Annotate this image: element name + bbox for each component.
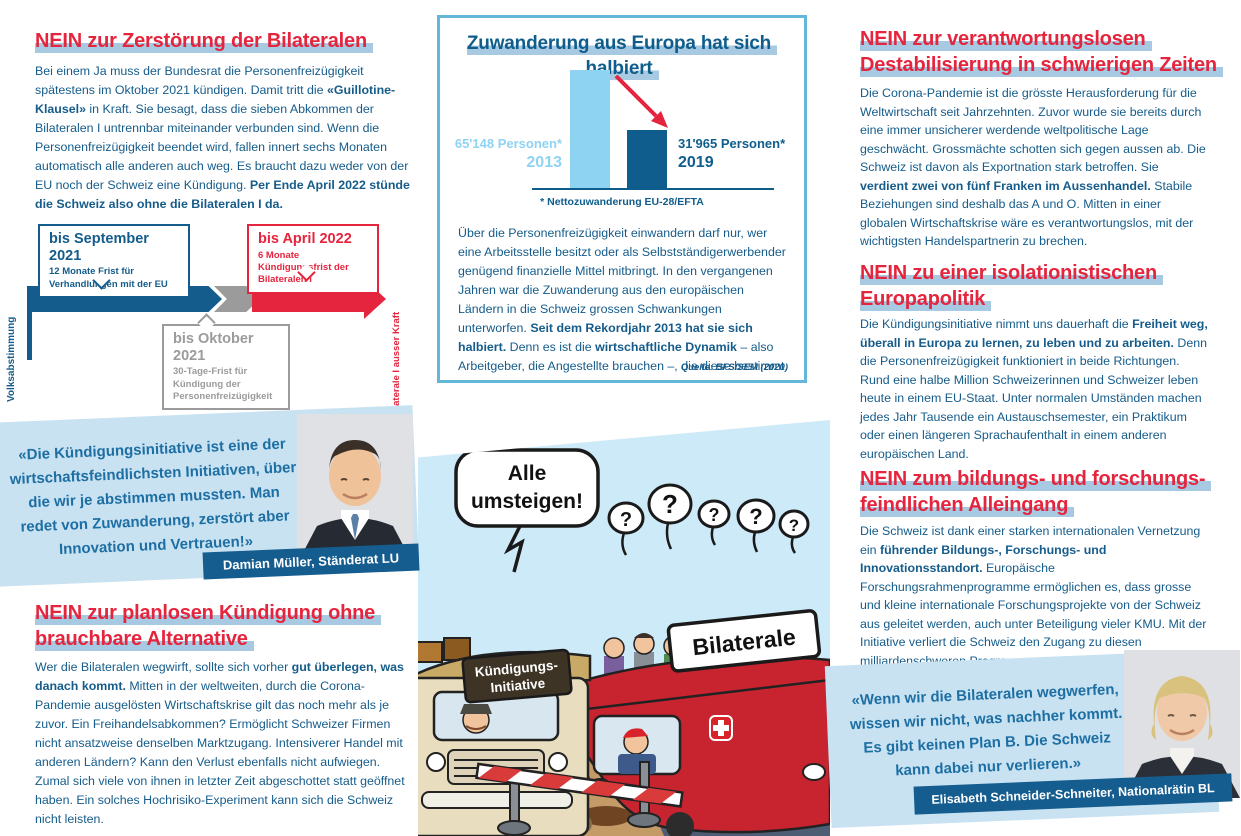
bilaterale-sign: Bilaterale (666, 609, 822, 673)
bus-cartoon: Bilaterale (418, 420, 830, 836)
infobox-zuwanderung: Zuwanderung aus Europa hat sich halbiert… (437, 15, 807, 383)
kuendigungs-initiative-sign: Kündigungs- Initiative (461, 648, 573, 704)
male-portrait-illustration (297, 414, 413, 564)
timeline-start-label: Volksabstimmung (6, 316, 17, 402)
paragraph-planlose-kuendigung: Wer die Bilateralen wegwirft, sollte sic… (35, 660, 405, 826)
milestone-september-2021: bis September 2021 12 Monate Frist für V… (38, 224, 190, 299)
cartoon-barrier (475, 761, 684, 836)
quote-text: «Wenn wir die Bilateralen wegwerfen, wis… (849, 680, 1123, 780)
chart-label-2013: 65'148 Personen* 2013 (454, 136, 562, 171)
cartoon-old-bus: Kündigungs- Initiative (418, 637, 592, 836)
female-portrait-illustration (1124, 650, 1240, 798)
section-title-destabilisierung: NEIN zur verantwortungslosen Destabilisi… (860, 26, 1230, 78)
svg-text:?: ? (709, 505, 720, 525)
speech-bubble: Alle umsteigen! (454, 448, 600, 573)
milestone-april-2022: bis April 2022 6 Monate Kündigungsfrist … (247, 224, 379, 294)
milestone-oktober-2021: bis Oktober 2021 30-Tage-Frist für Kündi… (162, 324, 290, 411)
bar-chart: 65'148 Personen* 2013 31'965 Personen* 2… (440, 18, 804, 190)
paragraph-europapolitik: Die Kündigungsinitiative nimmt uns dauer… (860, 317, 1208, 461)
paragraph-destabilisierung: Die Corona-Pandemie ist die grösste Hera… (860, 86, 1206, 248)
svg-text:?: ? (749, 504, 762, 529)
infobox-source: Quelle: BFS/SEM (2020) (680, 362, 788, 373)
infobox-title: Zuwanderung aus Europa hat sich halbiert (440, 32, 804, 81)
question-bubbles: ? ? ? ? ? (607, 483, 810, 556)
cartoon-illustration: Bilaterale (418, 420, 830, 836)
paragraph-zerstoerung: Bei einem Ja muss der Bundesrat die Pers… (35, 64, 410, 211)
quote-attribution: Elisabeth Schneider-Schneiter, Nationalr… (931, 781, 1215, 807)
section-title-alleingang: NEIN zum bildungs- und forschungs- feind… (860, 466, 1230, 518)
portrait-photo-schneider-schneiter (1124, 650, 1240, 798)
paragraph-alleingang: Die Schweiz ist dank einer starken inter… (860, 524, 1207, 668)
svg-text:?: ? (620, 509, 632, 531)
svg-text:?: ? (662, 489, 678, 519)
swiss-cross-emblem (709, 715, 733, 741)
quote-text: «Die Kündigungsinitiative ist eine der w… (9, 435, 297, 559)
timeline-end-label: Bilaterale I ausser Kraft (391, 311, 402, 418)
svg-text:Alle: Alle (508, 462, 547, 485)
svg-text:Kündigungs-: Kündigungs- (474, 658, 558, 680)
section-title-europapolitik: NEIN zu einer isolationistischen Europap… (860, 260, 1230, 312)
decline-arrow-icon (614, 74, 668, 128)
bar-2013 (570, 70, 610, 188)
chart-baseline (532, 188, 774, 190)
section-title-planlose-kuendigung: NEIN zur planlosen Kündigung ohne brauch… (35, 600, 425, 652)
portrait-photo-damian-mueller (297, 414, 413, 564)
infobox-paragraph: Über die Personenfreizügigkeit einwander… (458, 226, 788, 373)
svg-text:Initiative: Initiative (490, 676, 546, 696)
chart-label-2019: 31'965 Personen* 2019 (678, 136, 786, 171)
bar-2019 (627, 130, 667, 188)
timeline-start-tick (27, 286, 32, 360)
svg-text:umsteigen!: umsteigen! (471, 490, 583, 513)
svg-text:?: ? (789, 516, 799, 535)
section-title-zerstoerung: NEIN zur Zerstörung der Bilateralen (35, 28, 425, 54)
chart-footnote: * Nettozuwanderung EU-28/EFTA (540, 196, 704, 208)
quote-attribution: Damian Müller, Ständerat LU (222, 550, 400, 573)
